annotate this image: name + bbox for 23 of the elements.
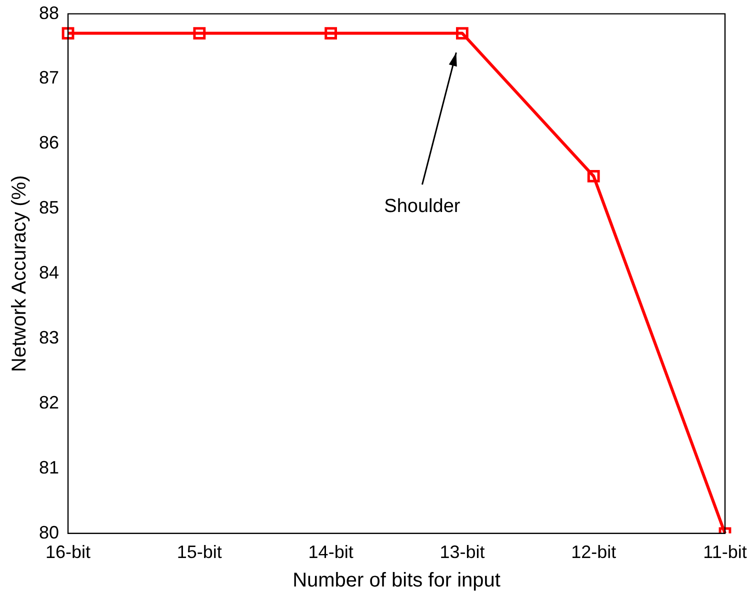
- x-tick-label: 15-bit: [176, 542, 222, 562]
- y-tick-label: 86: [38, 132, 60, 153]
- x-axis-title: Number of bits for input: [292, 570, 501, 592]
- x-tick-label: 11-bit: [703, 542, 747, 562]
- y-tick-label: 83: [38, 328, 60, 348]
- x-tick-label: 12-bit: [571, 542, 616, 562]
- point: [456, 27, 468, 40]
- x-tick-label: 16-bit: [46, 542, 91, 562]
- x-tick-label: 14-bit: [308, 542, 354, 562]
- x-tick-label: 13-bit: [440, 542, 485, 562]
- point: [324, 27, 338, 40]
- point: [193, 27, 206, 40]
- y-tick-label: 88: [38, 2, 60, 23]
- y-tick-label: 82: [38, 392, 60, 412]
- y-tick-label: 87: [38, 68, 60, 88]
- annotation: Shoulder: [384, 196, 461, 217]
- y-tick-label: 84: [38, 262, 60, 283]
- point: [587, 170, 600, 182]
- y-tick-label: 85: [38, 198, 60, 218]
- y-axis-title: Network Accuracy (%): [8, 175, 31, 372]
- point: [62, 27, 74, 40]
- y-tick-label: 80: [38, 522, 60, 542]
- y-tick-label: 81: [38, 457, 60, 478]
